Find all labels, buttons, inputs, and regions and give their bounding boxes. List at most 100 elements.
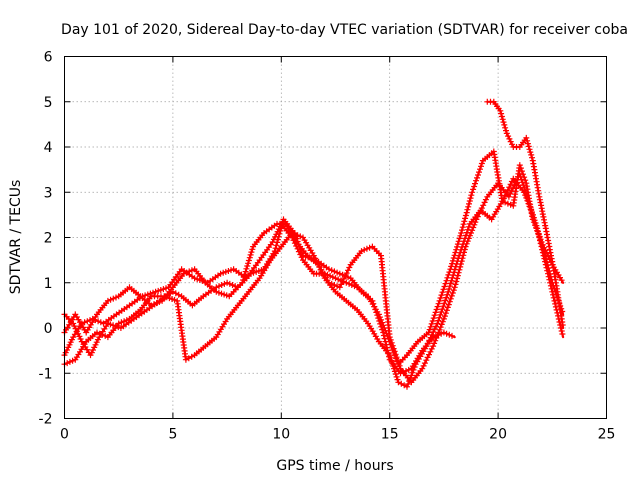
data-point-marker bbox=[395, 360, 402, 366]
data-point-marker bbox=[379, 326, 386, 333]
data-point-marker bbox=[435, 317, 442, 324]
data-point-marker bbox=[278, 225, 285, 231]
data-point-marker bbox=[371, 303, 378, 310]
data-point-marker bbox=[363, 245, 370, 252]
data-point-marker bbox=[459, 224, 466, 231]
data-point-marker bbox=[476, 169, 482, 176]
data-point-marker bbox=[383, 341, 390, 348]
data-point-marker bbox=[432, 309, 439, 316]
data-point-marker bbox=[539, 241, 546, 248]
data-point-marker bbox=[534, 181, 541, 188]
data-point-marker bbox=[523, 134, 530, 141]
data-point-marker bbox=[453, 261, 460, 267]
data-point-marker bbox=[534, 225, 541, 232]
data-point-marker bbox=[429, 331, 435, 338]
data-point-marker bbox=[481, 199, 488, 206]
data-point-marker bbox=[452, 281, 459, 288]
data-point-marker bbox=[466, 200, 472, 207]
data-point-marker bbox=[439, 289, 446, 296]
data-point-marker bbox=[430, 343, 437, 350]
data-point-marker bbox=[216, 283, 222, 290]
data-point-marker bbox=[454, 241, 461, 248]
data-point-marker bbox=[275, 233, 282, 240]
data-point-marker bbox=[389, 342, 396, 349]
data-point-marker bbox=[312, 255, 319, 262]
data-point-marker bbox=[526, 203, 533, 210]
data-point-marker bbox=[455, 255, 462, 262]
data-point-marker bbox=[535, 230, 542, 237]
y-tick-label: 6 bbox=[44, 50, 53, 66]
data-point-marker bbox=[343, 279, 350, 286]
data-point-marker bbox=[559, 322, 566, 328]
data-point-marker bbox=[156, 299, 163, 305]
data-point-marker bbox=[247, 251, 254, 258]
data-point-marker bbox=[391, 365, 397, 372]
data-point-marker bbox=[240, 277, 247, 283]
data-point-marker bbox=[455, 238, 462, 245]
data-point-marker bbox=[409, 369, 416, 376]
data-point-marker bbox=[502, 199, 509, 206]
data-point-marker bbox=[531, 217, 538, 224]
data-point-marker bbox=[527, 206, 534, 213]
data-point-marker bbox=[342, 273, 349, 279]
data-point-marker bbox=[297, 233, 304, 240]
data-point-marker bbox=[461, 218, 468, 225]
data-point-marker bbox=[543, 259, 550, 266]
data-point-marker bbox=[396, 362, 403, 369]
data-point-marker bbox=[390, 363, 397, 369]
data-point-marker bbox=[226, 280, 233, 287]
data-point-marker bbox=[501, 121, 508, 128]
data-point-marker bbox=[503, 127, 509, 134]
data-point-marker bbox=[375, 315, 382, 322]
data-point-marker bbox=[277, 227, 284, 234]
data-point-marker bbox=[442, 280, 449, 287]
data-point-marker bbox=[447, 280, 454, 287]
data-point-marker bbox=[445, 301, 452, 308]
data-point-marker bbox=[180, 270, 187, 277]
data-point-marker bbox=[358, 248, 365, 255]
data-point-marker bbox=[442, 310, 449, 317]
data-point-marker bbox=[463, 232, 469, 239]
data-point-marker bbox=[392, 351, 399, 358]
data-point-marker bbox=[218, 282, 225, 288]
data-point-marker bbox=[470, 186, 477, 193]
data-point-marker bbox=[150, 301, 157, 308]
data-point-marker bbox=[96, 330, 103, 337]
data-point-marker bbox=[533, 222, 540, 229]
data-point-marker bbox=[528, 151, 535, 158]
data-point-marker bbox=[524, 137, 531, 144]
data-point-marker bbox=[121, 318, 128, 325]
data-point-marker bbox=[472, 180, 478, 187]
data-point-marker bbox=[408, 372, 415, 379]
data-point-marker bbox=[380, 329, 387, 336]
data-point-marker bbox=[463, 209, 470, 216]
data-point-marker bbox=[435, 329, 442, 336]
data-point-marker bbox=[543, 256, 550, 263]
data-point-marker bbox=[94, 329, 100, 336]
data-point-marker bbox=[229, 282, 236, 288]
data-point-marker bbox=[314, 261, 321, 268]
data-point-marker bbox=[317, 266, 324, 273]
data-point-marker bbox=[507, 190, 514, 197]
data-point-marker bbox=[394, 376, 401, 383]
data-point-marker bbox=[536, 233, 543, 240]
data-point-marker bbox=[436, 297, 443, 304]
data-point-marker bbox=[391, 368, 398, 375]
data-point-marker bbox=[451, 269, 458, 276]
data-point-marker bbox=[460, 241, 466, 248]
data-point-marker bbox=[459, 227, 465, 234]
data-point-marker bbox=[460, 221, 467, 228]
data-point-marker bbox=[329, 274, 336, 281]
data-point-marker bbox=[361, 246, 368, 253]
data-point-marker bbox=[466, 198, 473, 204]
data-point-marker bbox=[465, 223, 472, 230]
y-tick-label: 2 bbox=[44, 231, 53, 247]
data-point-marker bbox=[345, 274, 351, 281]
data-point-marker bbox=[434, 303, 441, 310]
data-point-marker bbox=[405, 381, 412, 387]
data-point-marker bbox=[529, 211, 536, 218]
data-point-marker bbox=[188, 267, 195, 274]
data-point-marker bbox=[443, 294, 450, 301]
data-point-marker bbox=[366, 244, 373, 251]
data-point-marker bbox=[64, 360, 71, 367]
